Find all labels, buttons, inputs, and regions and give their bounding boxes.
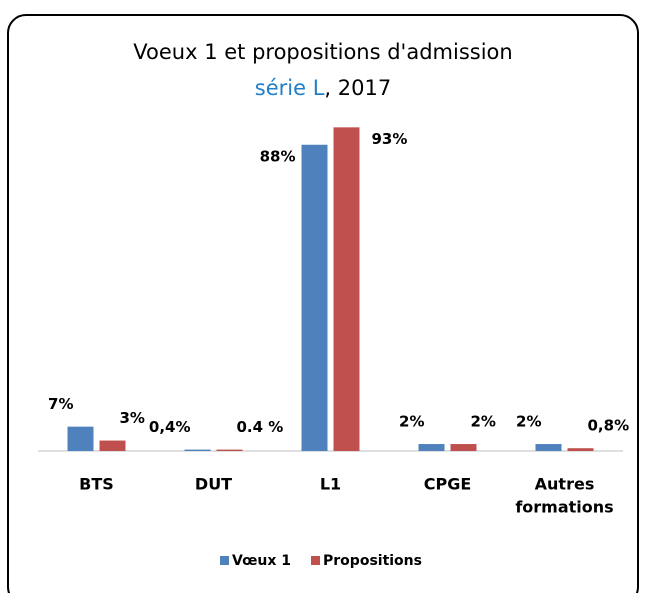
x-tick-label: BTS — [79, 475, 114, 494]
bar — [567, 448, 594, 451]
subtitle-highlight: série L — [255, 76, 325, 100]
chart-subtitle: série L, 2017 — [255, 76, 391, 100]
x-tick-label: DUT — [195, 475, 232, 494]
legend-swatch — [220, 556, 229, 565]
bar — [450, 444, 477, 451]
bar — [535, 444, 562, 451]
legend-label: Propositions — [323, 553, 422, 569]
legend-label: Vœux 1 — [232, 553, 291, 569]
data-label: 0,4% — [149, 418, 191, 436]
data-label: 0.4 % — [237, 418, 284, 436]
x-tick-label: CPGE — [424, 475, 472, 494]
subtitle-rest: , 2017 — [324, 76, 391, 100]
x-tick-label: Autres — [535, 475, 595, 494]
data-label: 0,8% — [588, 417, 630, 435]
bar — [99, 440, 126, 451]
data-label: 2% — [516, 413, 541, 431]
legend-swatch — [311, 556, 321, 565]
data-label: 93% — [372, 130, 408, 148]
bar — [418, 444, 445, 451]
data-label: 7% — [48, 395, 73, 413]
data-label: 2% — [399, 413, 424, 431]
data-label: 88% — [260, 147, 296, 165]
data-label: 3% — [120, 409, 145, 427]
bar — [184, 449, 211, 451]
bar — [333, 127, 360, 452]
bar — [301, 144, 328, 451]
chart-title: Voeux 1 et propositions d'admission — [133, 40, 512, 64]
data-label: 2% — [471, 413, 496, 431]
x-tick-label: L1 — [320, 475, 341, 494]
bar — [67, 426, 94, 451]
bar — [216, 449, 243, 451]
x-tick-label: formations — [515, 498, 613, 517]
